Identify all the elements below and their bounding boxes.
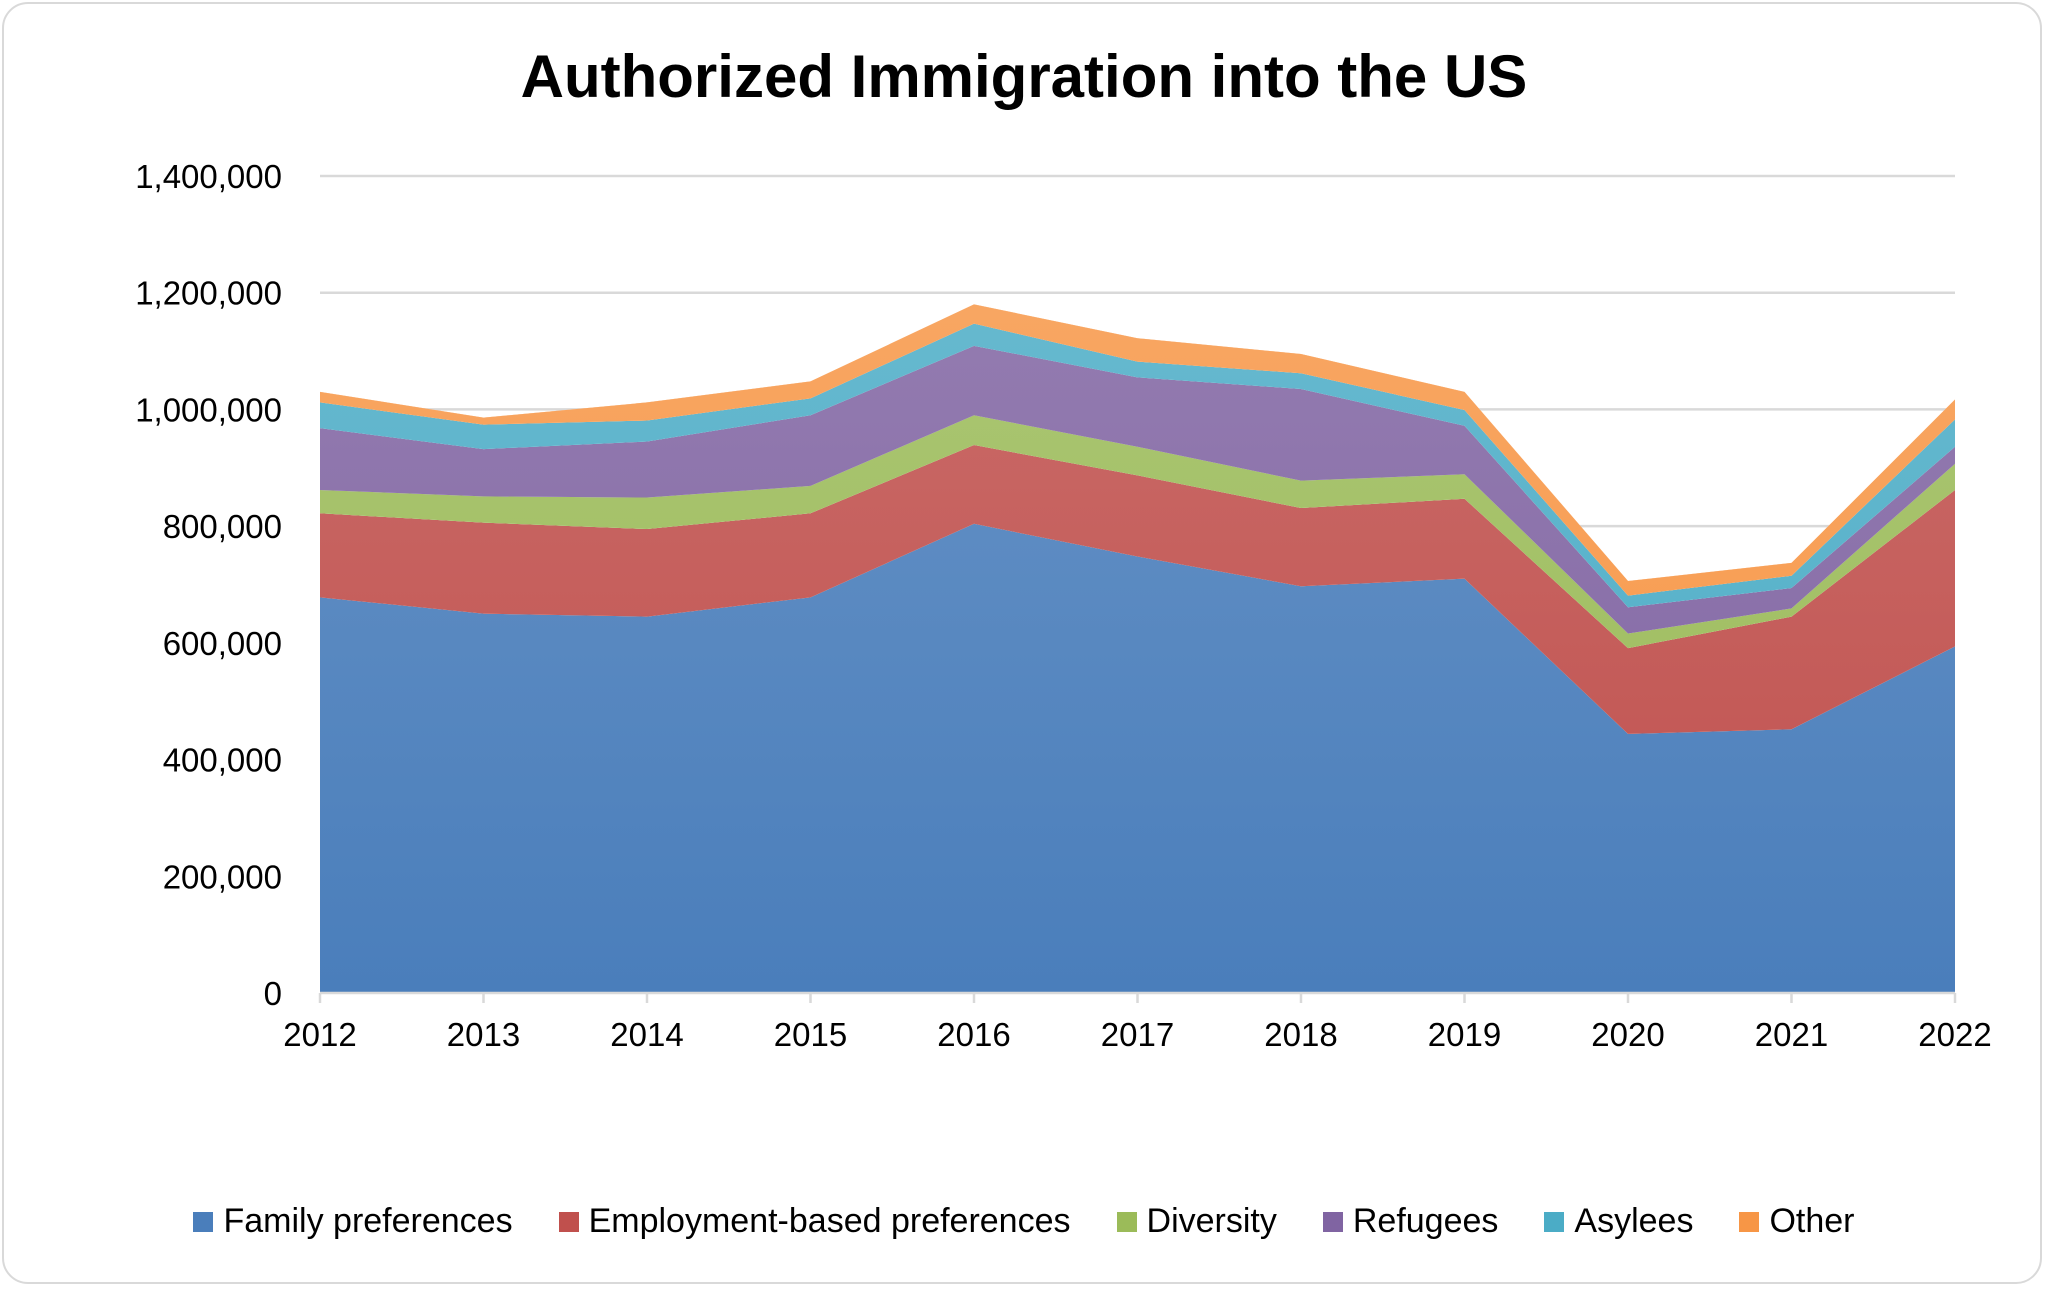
legend-label: Other (1769, 1202, 1855, 1240)
legend-item: Other (1739, 1202, 1855, 1241)
area-diversity (320, 415, 1955, 649)
area-other (320, 304, 1955, 596)
x-tick-label: 2013 (447, 1016, 520, 1053)
area-asylees (320, 323, 1955, 608)
y-tick-label: 600,000 (163, 625, 282, 662)
legend-swatch (193, 1211, 214, 1232)
chart-title: Authorized Immigration into the US (520, 43, 1528, 110)
legend-swatch (1116, 1211, 1137, 1232)
legend-item: Family preferences (193, 1202, 513, 1241)
y-tick-label: 0 (264, 975, 282, 1012)
x-tick-label: 2021 (1755, 1016, 1828, 1053)
x-tick-label: 2014 (610, 1016, 683, 1053)
x-tick-label: 2017 (1101, 1016, 1174, 1053)
x-tick-label: 2015 (774, 1016, 847, 1053)
legend-item: Refugees (1322, 1202, 1499, 1241)
legend-swatch (1322, 1211, 1343, 1232)
y-tick-label: 800,000 (163, 508, 282, 545)
area-family-preferences (320, 523, 1955, 993)
legend-swatch (1739, 1211, 1760, 1232)
legend-swatch (1544, 1211, 1565, 1232)
legend-item: Employment-based preferences (558, 1202, 1071, 1241)
x-tick-label: 2018 (1264, 1016, 1337, 1053)
x-tick-label: 2020 (1591, 1016, 1664, 1053)
legend-label: Employment-based preferences (588, 1202, 1071, 1240)
area-employment-based-preferences (320, 445, 1955, 734)
legend-swatch (558, 1211, 579, 1232)
x-tick-label: 2019 (1428, 1016, 1501, 1053)
y-tick-label: 1,400,000 (135, 158, 282, 195)
legend-label: Asylees (1574, 1202, 1694, 1240)
x-tick-label: 2022 (1918, 1016, 1991, 1053)
y-tick-label: 1,200,000 (135, 275, 282, 312)
y-tick-label: 200,000 (163, 858, 282, 895)
x-tick-label: 2016 (937, 1016, 1010, 1053)
x-tick-label: 2012 (283, 1016, 356, 1053)
legend-label: Refugees (1352, 1202, 1499, 1240)
legend-label: Family preferences (223, 1202, 513, 1240)
legend-item: Diversity (1116, 1202, 1277, 1241)
area-refugees (320, 345, 1955, 634)
legend: Family preferences Employment-based prefe… (0, 1202, 2048, 1241)
y-tick-label: 400,000 (163, 742, 282, 779)
legend-item: Asylees (1544, 1202, 1693, 1241)
y-tick-label: 1,000,000 (135, 391, 282, 428)
legend-label: Diversity (1146, 1202, 1277, 1240)
